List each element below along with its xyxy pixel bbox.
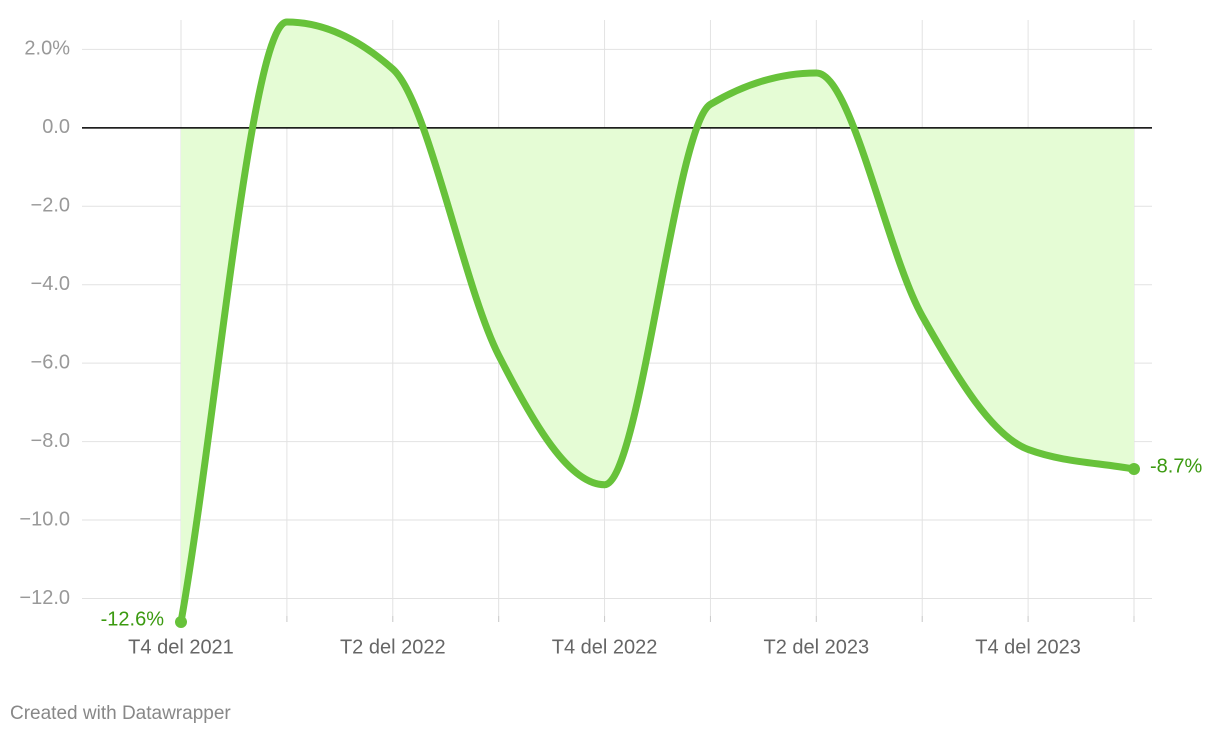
- y-tick-label: −4.0: [31, 273, 70, 295]
- point: [1128, 463, 1140, 476]
- x-tick-label: T4 del 2021: [128, 636, 234, 658]
- y-tick-label: 2.0%: [24, 38, 70, 60]
- area: [181, 21, 1134, 622]
- x-tick-label: T2 del 2022: [340, 636, 446, 658]
- y-tick-label: −10.0: [19, 508, 70, 530]
- value-label: -8.7%: [1150, 455, 1202, 477]
- y-tick-label: −6.0: [31, 351, 70, 373]
- footer: Created with Datawrapper: [10, 703, 231, 724]
- x-tick-label: T2 del 2023: [764, 636, 870, 658]
- line: [177, 18, 1138, 626]
- y-tick-label: −8.0: [31, 430, 70, 452]
- x-tick-label: T4 del 2022: [552, 636, 658, 658]
- x-tick-label: T4 del 2023: [975, 636, 1081, 658]
- y-tick-label: 0.0: [42, 116, 70, 138]
- point: [175, 616, 187, 628]
- y-tick-label: −2.0: [31, 195, 70, 217]
- value-label: -12.6%: [101, 608, 165, 630]
- y-tick-label: −12.0: [19, 587, 70, 609]
